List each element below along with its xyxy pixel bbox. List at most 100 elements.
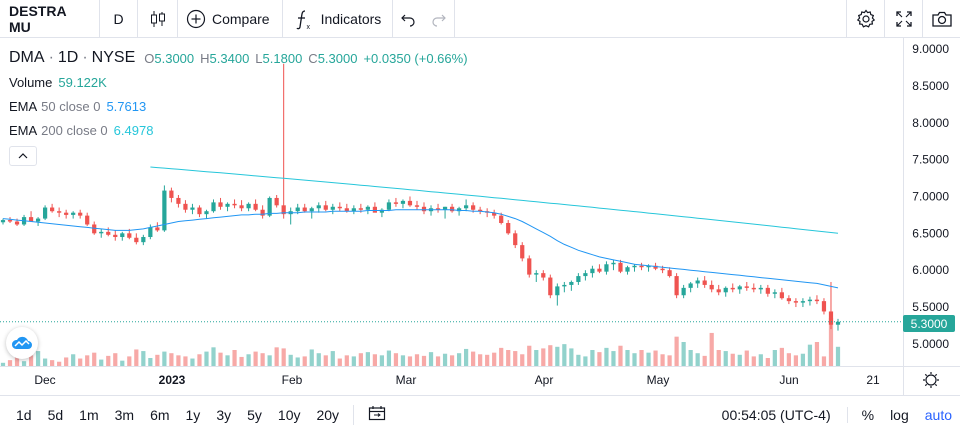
- candle-body: [555, 286, 560, 296]
- volume-bar: [513, 351, 518, 366]
- timezone-button[interactable]: 00:54:05 (UTC-4): [706, 407, 848, 423]
- volume-bar: [744, 350, 749, 366]
- ema200-row[interactable]: EMA 200 close 0 6.4978: [9, 118, 468, 142]
- fullscreen-button[interactable]: [884, 0, 922, 38]
- candle-body: [442, 206, 448, 210]
- candle-body: [744, 286, 749, 288]
- range-10y[interactable]: 10y: [277, 406, 301, 423]
- candle-body: [28, 217, 34, 222]
- log-toggle[interactable]: log: [890, 407, 909, 423]
- range-1d[interactable]: 1d: [16, 406, 32, 423]
- volume-row[interactable]: Volume 59.122K: [9, 70, 468, 94]
- volume-bar: [176, 355, 181, 366]
- legend-collapse-button[interactable]: [9, 146, 37, 166]
- price-axis-label: 5.0000: [912, 337, 949, 351]
- volume-bar: [379, 355, 385, 366]
- volume-bar: [435, 356, 441, 366]
- indicators-button[interactable]: x Indicators: [283, 0, 394, 38]
- symbol-label: DESTRA MU: [9, 2, 67, 35]
- axis-settings-button[interactable]: [923, 372, 939, 388]
- ema50-row[interactable]: EMA 50 close 0 5.7613: [9, 94, 468, 118]
- redo-button[interactable]: [423, 0, 456, 38]
- candle-body: [520, 245, 525, 259]
- time-axis-label: Apr: [535, 373, 554, 387]
- volume-bar: [295, 357, 300, 366]
- volume-bar: [57, 361, 62, 366]
- calendar-icon: [368, 406, 386, 421]
- candle-body: [625, 267, 630, 272]
- symbol-search-button[interactable]: DESTRA MU: [0, 0, 100, 38]
- volume-bar: [400, 355, 406, 366]
- volume-label: Volume: [9, 74, 53, 90]
- divider: [353, 404, 355, 425]
- compare-button[interactable]: Compare: [178, 0, 283, 38]
- settings-button[interactable]: [846, 0, 884, 38]
- ema200-line: [150, 166, 839, 234]
- ema50-value: 5.7613: [106, 98, 147, 114]
- screenshot-button[interactable]: [922, 0, 960, 38]
- volume-bar: [555, 346, 560, 366]
- range-1m[interactable]: 1m: [79, 406, 99, 423]
- tradingview-logo[interactable]: [6, 327, 38, 359]
- time-axis[interactable]: Dec 2023 Feb Mar Apr May Jun 21: [34, 373, 880, 387]
- candle-body: [569, 281, 574, 285]
- ohlc-row[interactable]: DMA · 1D · NYSE O 5.3000 H 5.3400 L 5.18…: [9, 49, 468, 66]
- candle-body: [7, 220, 13, 222]
- auto-toggle[interactable]: auto: [924, 407, 952, 423]
- percent-toggle[interactable]: %: [861, 407, 875, 423]
- volume-bar: [576, 354, 581, 366]
- ema200-label: EMA: [9, 122, 38, 138]
- candle-body: [688, 283, 693, 288]
- volume-bar: [232, 350, 237, 366]
- interval-button[interactable]: D: [100, 0, 138, 38]
- candle-body: [218, 202, 223, 207]
- volume-bar: [127, 356, 132, 366]
- candle-body: [337, 206, 342, 209]
- volume-bar: [386, 350, 392, 366]
- volume-bar: [155, 354, 160, 366]
- volume-bar: [821, 356, 827, 366]
- top-toolbar: DESTRA MU D Compare x Indicators: [0, 0, 960, 38]
- low-label: L: [255, 50, 263, 66]
- chart-area[interactable]: 9.0000 8.5000 8.0000 7.5000 7.0000 6.5000 6.00…: [0, 38, 960, 395]
- volume-bar: [274, 347, 279, 366]
- candle-body: [478, 209, 483, 212]
- candle-body: [513, 233, 518, 246]
- range-5y[interactable]: 5y: [247, 406, 262, 423]
- volume-bar: [604, 347, 609, 366]
- volume-bar: [316, 353, 321, 366]
- price-axis[interactable]: 9.0000 8.5000 8.0000 7.5000 7.0000 6.5000 6.00…: [912, 42, 949, 351]
- volume-bar: [716, 350, 721, 366]
- candle-body: [232, 203, 237, 206]
- volume-bar: [625, 350, 630, 366]
- chart-type-button[interactable]: [138, 0, 178, 38]
- volume-bar: [239, 356, 244, 366]
- candle-body: [225, 203, 230, 207]
- volume-bar: [674, 336, 679, 366]
- volume-bar: [351, 356, 356, 366]
- range-6m[interactable]: 6m: [150, 406, 170, 423]
- volume-bar: [148, 358, 153, 366]
- volume-bar: [28, 355, 34, 366]
- candle-body: [814, 299, 820, 302]
- price-axis-label: 7.0000: [912, 189, 949, 203]
- range-5d[interactable]: 5d: [47, 406, 64, 423]
- volume-bar: [14, 356, 20, 366]
- volume-bar: [421, 355, 427, 366]
- candle-body: [0, 220, 6, 223]
- volume-bar: [393, 353, 399, 366]
- range-1y[interactable]: 1y: [185, 406, 201, 423]
- candle-body: [583, 273, 588, 277]
- candle-body: [344, 208, 349, 212]
- range-3m[interactable]: 3m: [114, 406, 135, 423]
- go-to-date-button[interactable]: [360, 405, 394, 424]
- range-3y[interactable]: 3y: [216, 406, 232, 423]
- price-chart[interactable]: 9.0000 8.5000 8.0000 7.5000 7.0000 6.5000 6.00…: [0, 38, 960, 395]
- volume-bar: [7, 360, 13, 366]
- undo-button[interactable]: [393, 0, 423, 38]
- candle-body: [400, 200, 406, 204]
- volume-bar: [120, 360, 125, 366]
- price-axis-label: 9.0000: [912, 42, 949, 56]
- candle-body: [155, 227, 160, 231]
- range-20y[interactable]: 20y: [316, 406, 340, 423]
